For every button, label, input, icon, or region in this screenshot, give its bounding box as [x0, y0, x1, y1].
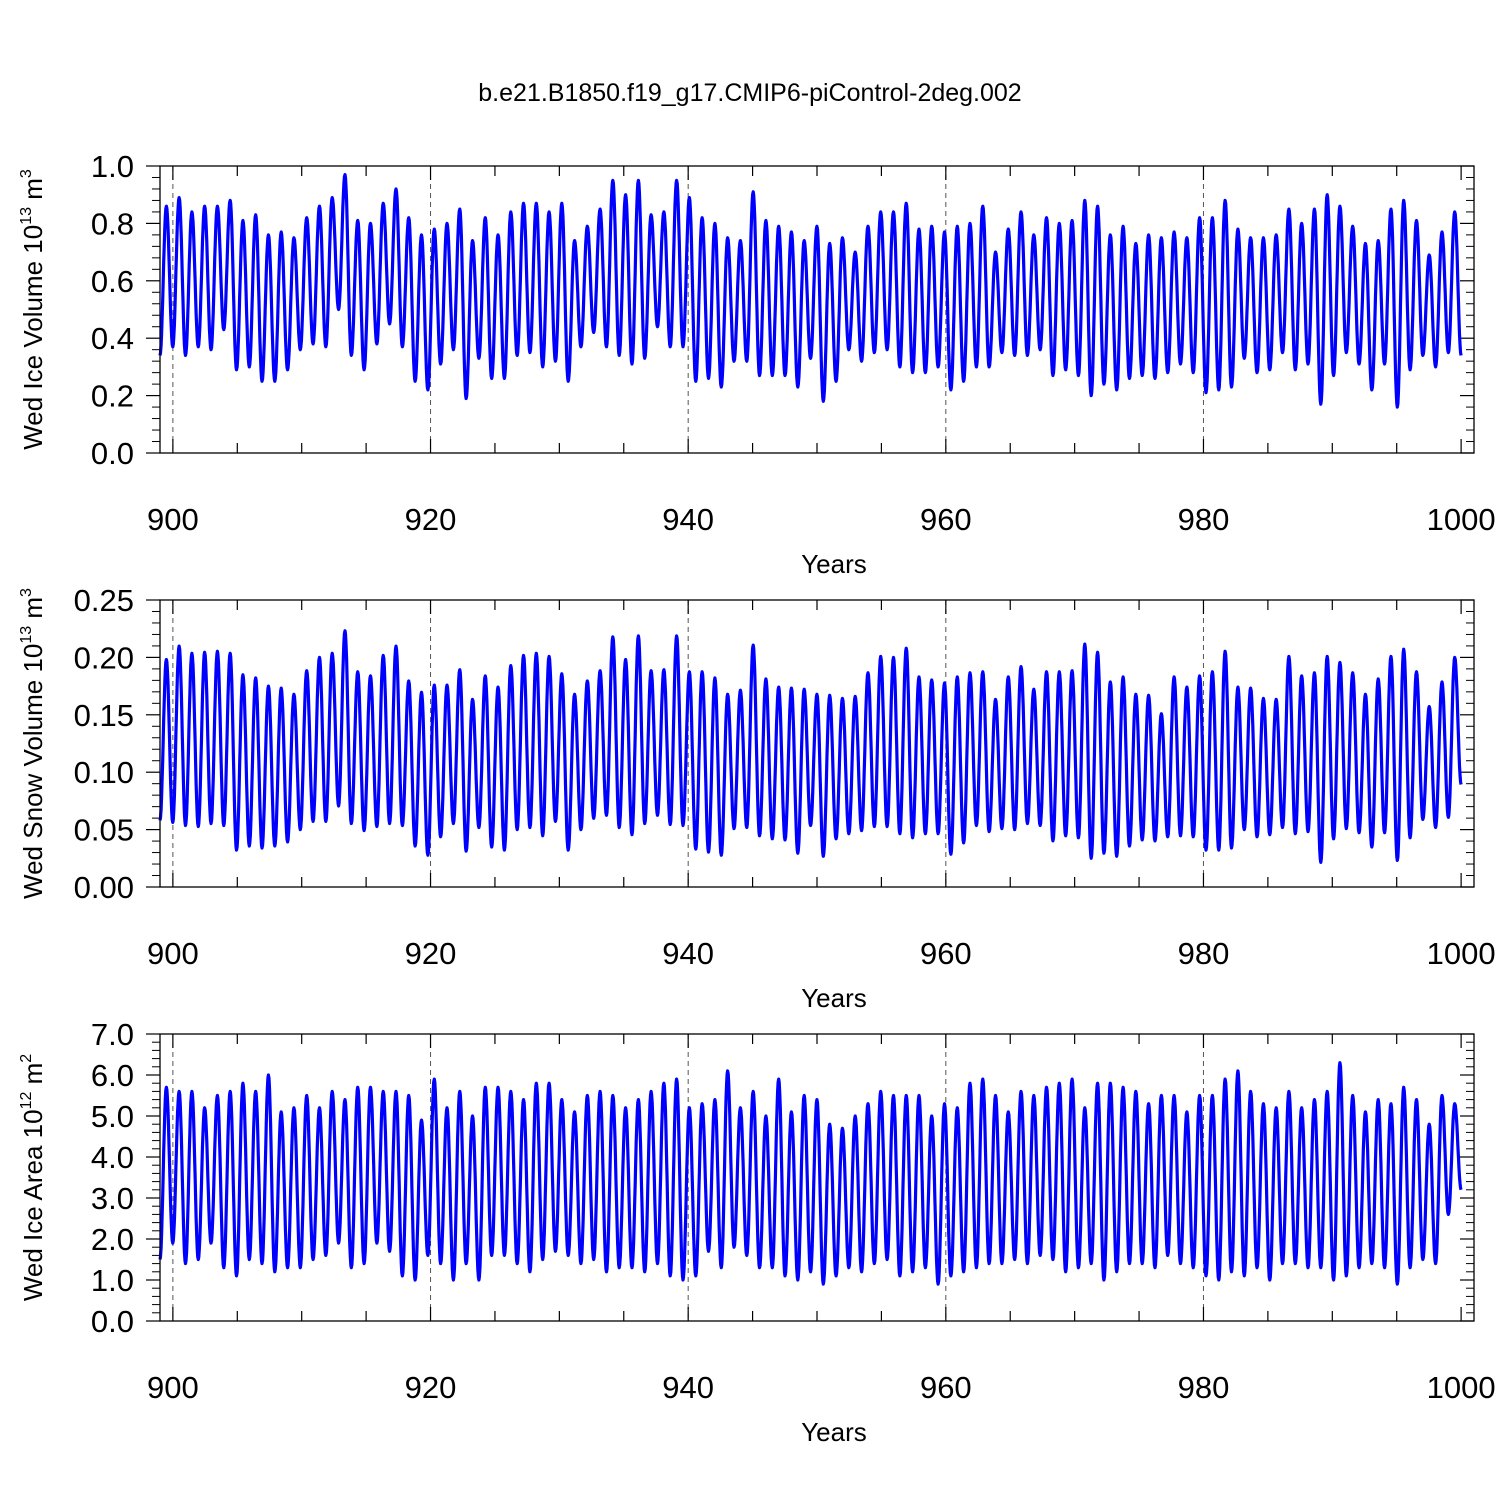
x-tick-label: 900	[147, 502, 199, 537]
y-tick-label: 5.0	[91, 1099, 134, 1134]
chart-title: b.e21.B1850.f19_g17.CMIP6-piControl-2deg…	[478, 79, 1021, 107]
y-tick-label: 1.0	[91, 1263, 134, 1298]
plot-frame	[159, 1033, 1475, 1322]
x-tick-label: 980	[1178, 502, 1230, 537]
x-tick-label: 960	[920, 502, 972, 537]
x-tick-label: 900	[147, 936, 199, 971]
y-tick-label: 0.15	[74, 698, 134, 733]
panel-snow-volume: 0.00 0.05 0.10 0.15 0.20 0.25 900 920 940 960 980 1…	[18, 583, 1496, 1013]
y-tick-label: 3.0	[91, 1181, 134, 1216]
series-line	[158, 173, 1463, 409]
y-tick-label: 0.25	[74, 583, 134, 618]
x-tick-label: 1000	[1427, 1370, 1496, 1405]
x-tick-label: 920	[405, 1370, 457, 1405]
x-tick-label: 960	[920, 936, 972, 971]
y-tick-label: 0.20	[74, 640, 134, 675]
plot-frame	[159, 599, 1475, 888]
x-tick-label: 940	[662, 502, 714, 537]
x-tick-label: 940	[662, 1370, 714, 1405]
y-tick-label: 0.05	[74, 813, 134, 848]
y-tick-label: 0.00	[74, 870, 134, 905]
x-tick-label: 960	[920, 1370, 972, 1405]
y-tick-label: 0.4	[91, 321, 134, 356]
series-line	[158, 629, 1463, 864]
x-tick-label: 980	[1178, 936, 1230, 971]
y-tick-label: 0.10	[74, 755, 134, 790]
series-line	[158, 1061, 1463, 1286]
y-tick-label: 0.0	[91, 1304, 134, 1339]
x-tick-label: 920	[405, 936, 457, 971]
y-tick-label: 0.8	[91, 206, 134, 241]
y-tick-label: 7.0	[91, 1017, 134, 1052]
plot-frame	[159, 165, 1475, 454]
x-axis-label: Years	[801, 549, 867, 579]
y-tick-label: 0.0	[91, 436, 134, 471]
x-tick-label: 1000	[1427, 936, 1496, 971]
x-tick-label: 940	[662, 936, 714, 971]
y-axis-label: Wed Ice Volume 1013 m3	[18, 169, 48, 450]
x-tick-label: 900	[147, 1370, 199, 1405]
x-tick-label: 980	[1178, 1370, 1230, 1405]
y-tick-label: 6.0	[91, 1058, 134, 1093]
y-tick-label: 0.6	[91, 264, 134, 299]
y-tick-label: 0.2	[91, 379, 134, 414]
y-axis-label: Wed Ice Area 1012 m2	[18, 1054, 48, 1301]
panel-ice-volume: 0.0 0.2 0.4 0.6 0.8 1.0 900 920 940 960 980 1000 Yea…	[18, 149, 1496, 579]
x-axis-label: Years	[801, 1417, 867, 1447]
y-axis-label: Wed Snow Volume 1013 m3	[18, 588, 48, 899]
x-tick-label: 920	[405, 502, 457, 537]
panel-ice-area: 0.0 1.0 2.0 3.0 4.0 5.0 6.0 7.0 900 920 940 960 980 1…	[18, 1017, 1496, 1447]
y-tick-label: 1.0	[91, 149, 134, 184]
y-tick-label: 2.0	[91, 1222, 134, 1257]
x-axis-label: Years	[801, 983, 867, 1013]
y-tick-label: 4.0	[91, 1140, 134, 1175]
x-tick-label: 1000	[1427, 502, 1496, 537]
